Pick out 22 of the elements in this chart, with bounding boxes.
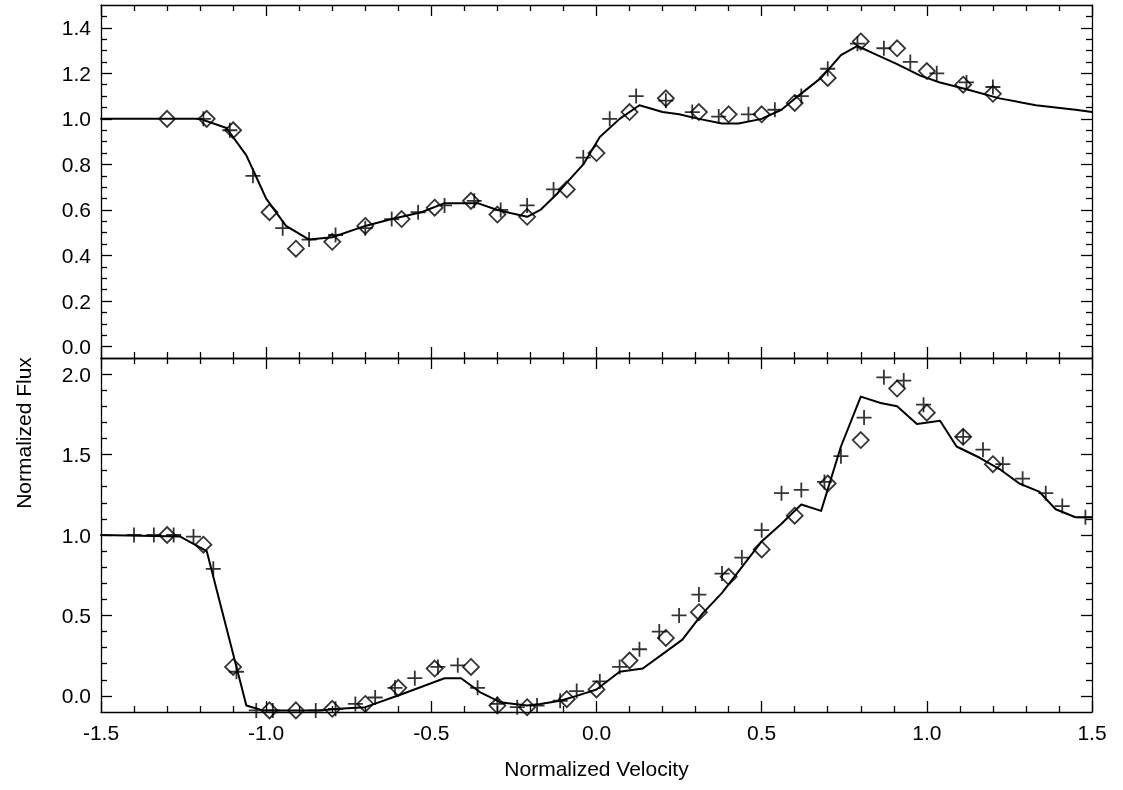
- y-tick-label: 0.0: [61, 335, 91, 359]
- y-tick-label: 1.0: [61, 107, 91, 131]
- y-tick-label: 1.4: [61, 16, 92, 40]
- x-tick-label: 0.5: [747, 721, 777, 744]
- y-tick-label: 1.5: [61, 443, 91, 467]
- x-tick-label: -1.0: [248, 721, 285, 744]
- y-tick-label: 1.2: [61, 61, 91, 85]
- y-tick-label: 1.0: [61, 523, 91, 547]
- x-tick-label: 1.0: [912, 721, 942, 744]
- y-tick-label: 0.2: [61, 289, 91, 313]
- x-tick-label: -0.5: [413, 721, 450, 744]
- x-axis-title: Normalized Velocity: [504, 757, 690, 780]
- y-tick-label: 2.0: [61, 362, 91, 386]
- y-tick-label: 0.6: [61, 198, 91, 222]
- y-tick-label: 0.4: [61, 244, 92, 268]
- x-tick-label: 0.0: [581, 721, 612, 744]
- y-tick-label: 0.5: [61, 603, 91, 627]
- x-tick-label: 1.5: [1077, 721, 1107, 744]
- y-axis-title: Normalized Flux: [12, 357, 36, 509]
- x-tick-label: -1.5: [82, 721, 120, 744]
- y-tick-label: 0.0: [61, 684, 91, 708]
- y-tick-label: 0.8: [61, 152, 91, 176]
